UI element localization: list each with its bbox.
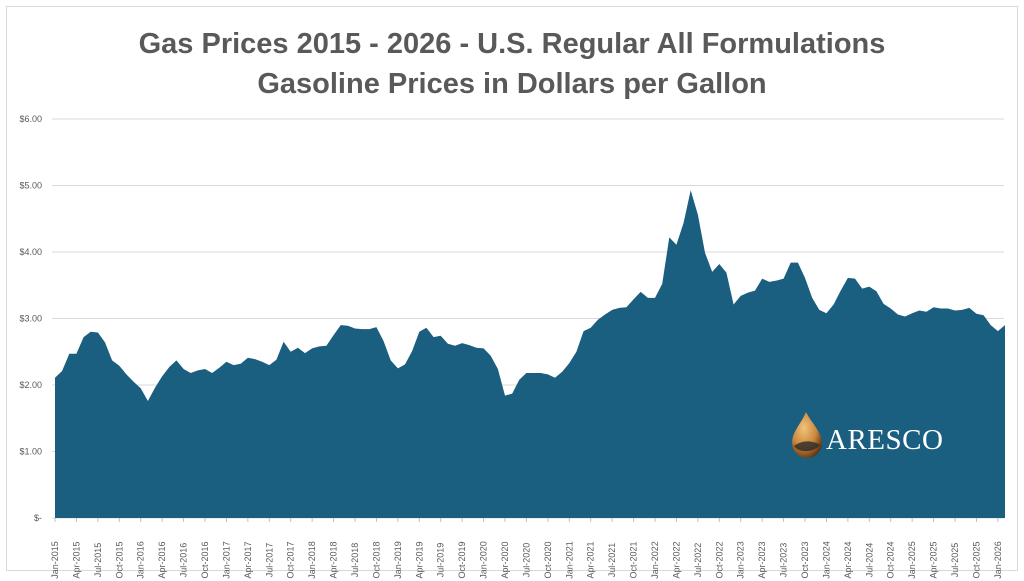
chart-subtitle: Gasoline Prices in Dollars per Gallon [257,68,767,100]
x-tick-label: Jan-2021 [564,541,574,579]
y-tick-label: $6.00 [19,114,42,124]
x-tick-label: Apr-2020 [500,541,510,578]
x-tick-label: Jan-2025 [907,541,917,579]
aresco-logo: ARESCO [788,410,948,460]
x-tick-label: Jul-2023 [779,543,789,578]
x-tick-label: Oct-2017 [286,541,296,578]
x-tick-label: Jan-2018 [307,541,317,579]
x-tick-label: Oct-2019 [457,541,467,578]
x-tick-label: Jan-2024 [821,541,831,579]
x-tick-label: Apr-2015 [71,541,81,578]
x-tick-label: Jul-2022 [693,543,703,578]
y-tick-label: $3.00 [19,314,42,324]
x-tick-label: Oct-2024 [886,541,896,578]
y-tick-label: $- [34,513,42,523]
x-tick-label: Jul-2025 [950,543,960,578]
x-tick-label: Jan-2019 [393,541,403,579]
x-tick-label: Oct-2015 [114,541,124,578]
y-tick-label: $2.00 [19,380,42,390]
x-tick-label: Jul-2020 [521,543,531,578]
x-tick-label: Jul-2017 [264,543,274,578]
x-tick-label: Apr-2021 [586,541,596,578]
x-tick-label: Apr-2016 [157,541,167,578]
x-tick-label: Apr-2017 [243,541,253,578]
x-tick-label: Oct-2025 [971,541,981,578]
y-tick-label: $5.00 [19,181,42,191]
y-tick-label: $1.00 [19,447,42,457]
x-tick-label: Oct-2021 [629,541,639,578]
x-tick-label: Jan-2015 [50,541,60,579]
logo-text: ARESCO [826,424,944,456]
x-tick-label: Jan-2022 [650,541,660,579]
x-tick-label: Apr-2018 [329,541,339,578]
x-tick-label: Oct-2018 [371,541,381,578]
x-tick-label: Jan-2016 [136,541,146,579]
chart-title: Gas Prices 2015 - 2026 - U.S. Regular Al… [138,28,886,60]
y-tick-label: $4.00 [19,247,42,257]
x-tick-label: Jul-2015 [93,543,103,578]
x-tick-label: Jan-2026 [993,541,1003,579]
chart-title-block: Gas Prices 2015 - 2026 - U.S. Regular Al… [0,24,1024,104]
x-tick-label: Jul-2021 [607,543,617,578]
x-tick-label: Oct-2022 [714,541,724,578]
x-tick-label: Apr-2024 [843,541,853,578]
x-tick-label: Jan-2023 [736,541,746,579]
x-tick-label: Jul-2016 [179,543,189,578]
x-tick-label: Jan-2020 [479,541,489,579]
x-tick-label: Apr-2022 [671,541,681,578]
x-tick-label: Jan-2017 [221,541,231,579]
x-tick-label: Apr-2019 [414,541,424,578]
x-tick-label: Jul-2018 [350,543,360,578]
x-tick-label: Apr-2025 [929,541,939,578]
x-tick-label: Jul-2019 [436,543,446,578]
x-tick-label: Oct-2020 [543,541,553,578]
x-tick-label: Apr-2023 [757,541,767,578]
oil-drop-icon [792,412,822,458]
x-tick-label: Jul-2024 [864,543,874,578]
x-tick-label: Oct-2016 [200,541,210,578]
x-tick-label: Oct-2023 [800,541,810,578]
price-area [55,190,1005,518]
